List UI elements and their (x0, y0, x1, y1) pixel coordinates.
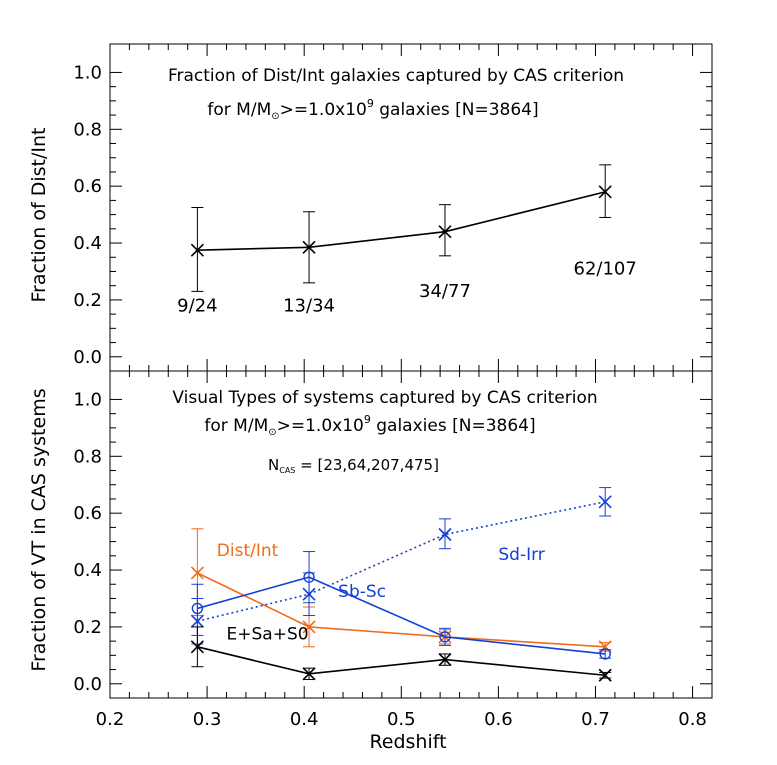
bottom-x-ticks: 0.2 0.3 0.4 0.5 0.6 0.7 0.8 (96, 371, 707, 730)
count-annotation: 34/77 (419, 281, 471, 302)
top-x-ticks (109, 44, 694, 371)
series-label-sd-irr: Sd-Irr (498, 545, 544, 565)
x-tick-label: 0.7 (581, 709, 610, 730)
bottom-xlabel: Redshift (369, 731, 446, 753)
e-sa-s0-point-stroke (598, 668, 612, 682)
bottom-subtitle: for M/M⊙>=1.0x109 galaxies [N=3864] (204, 413, 535, 438)
ncas-label: NCAS = [23,64,207,475] (268, 456, 439, 475)
top-subtitle: for M/M⊙>=1.0x109 galaxies [N=3864] (207, 97, 538, 122)
top-series-point (598, 185, 612, 199)
series-label-e-sa-s0: E+Sa+S0 (227, 625, 309, 645)
sd-irr-line (197, 501, 606, 623)
solar-symbol: ⊙ (271, 111, 279, 122)
bottom-subtitle-exp: 9 (364, 413, 371, 426)
x-tick-label: 0.4 (290, 709, 319, 730)
e-sa-s0-point (302, 667, 316, 681)
dist-int-point-stroke (190, 566, 204, 580)
bottom-subtitle-suffix: galaxies [N=3864] (371, 416, 536, 436)
x-tick-label: 0.2 (96, 709, 125, 730)
e-sa-s0-point-stroke (438, 653, 452, 667)
count-annotation: 62/107 (574, 258, 637, 279)
bottom-y-ticks: 0.0 0.2 0.4 0.6 0.8 1.0 (73, 389, 712, 695)
bottom-ytick-label: 0.8 (73, 446, 102, 467)
bottom-ylabel: Fraction of VT in CAS systems (28, 388, 50, 671)
sd-irr-point-stroke (190, 614, 204, 628)
top-series-point (190, 243, 204, 257)
series-label-sb-sc: Sb-Sc (338, 582, 386, 602)
top-ytick-label: 0.8 (73, 119, 102, 140)
sd-irr-point-stroke (598, 495, 612, 509)
bottom-series (190, 487, 612, 682)
bottom-plot-frame (109, 370, 713, 699)
bottom-ytick-label: 0.6 (73, 503, 102, 524)
dist-int-point-stroke (302, 620, 316, 634)
e-sa-s0-line (197, 646, 606, 677)
e-sa-s0-point-stroke (190, 640, 204, 654)
top-ylabel: Fraction of Dist/Int (28, 128, 50, 303)
sd-irr-point (190, 614, 204, 628)
sd-irr-point (598, 495, 612, 509)
x-tick-label: 0.3 (193, 709, 222, 730)
top-title: Fraction of Dist/Int galaxies captured b… (168, 66, 624, 86)
dist-int-point (302, 620, 316, 634)
top-series-point (438, 225, 452, 239)
sd-irr-point-stroke (302, 587, 316, 601)
top-subtitle-suffix: galaxies [N=3864] (374, 100, 539, 120)
bottom-ytick-label: 0.4 (73, 560, 102, 581)
top-panel: 0.00.20.40.60.81.0 9/24 13/3434/7762/107 … (28, 43, 713, 372)
top-ytick-label: 0.6 (73, 176, 102, 197)
ncas-values: = [23,64,207,475] (295, 456, 439, 474)
sb-sc-line (197, 576, 606, 655)
e-sa-s0-point (598, 668, 612, 682)
top-annotations: 9/24 13/34 34/77 62/107 (177, 258, 637, 316)
top-series-point-stroke (190, 243, 204, 257)
top-subtitle-mid: >=1.0x10 (280, 100, 367, 120)
dist-int-point (190, 566, 204, 580)
e-sa-s0-point (190, 640, 204, 654)
e-sa-s0-point-stroke (302, 667, 316, 681)
top-ytick-label: 0.2 (73, 290, 102, 311)
top-subtitle-exp: 9 (367, 97, 374, 110)
sd-irr-point (302, 587, 316, 601)
bottom-ytick-label: 1.0 (73, 389, 102, 410)
sd-irr-point (438, 527, 452, 542)
top-series-line (197, 191, 606, 251)
e-sa-s0-point (438, 653, 452, 667)
top-series (190, 164, 612, 292)
ncas-sub: CAS (279, 466, 295, 475)
sb-sc-point (439, 631, 451, 643)
count-annotation: 13/34 (283, 295, 335, 316)
bottom-panel: 0.0 0.2 0.4 0.6 0.8 1.0 0.2 0.3 0.4 0.5 0.6 0.7 0.8… (28, 370, 713, 753)
bottom-title: Visual Types of systems captured by CAS … (172, 388, 597, 408)
bottom-subtitle-mid: >=1.0x10 (277, 416, 364, 436)
x-tick-label: 0.6 (484, 709, 513, 730)
sd-irr-point-stroke (438, 527, 452, 542)
ncas-prefix: N (268, 456, 279, 474)
top-series-point-stroke (438, 225, 452, 239)
solar-symbol: ⊙ (268, 427, 276, 438)
bottom-subtitle-prefix: for M/M (204, 416, 268, 436)
top-ytick-label: 0.0 (73, 347, 102, 368)
top-subtitle-prefix: for M/M (207, 100, 271, 120)
top-series-point-stroke (302, 240, 316, 254)
series-label-dist-int: Dist/Int (217, 541, 279, 561)
top-y-ticks: 0.0 0.2 0.4 0.6 0.8 1.0 (73, 62, 712, 368)
count-annotation: 9/24 (177, 295, 217, 316)
bottom-ytick-label: 0.2 (73, 617, 102, 638)
dist-int-line (197, 572, 606, 648)
top-ytick-label: 0.4 (73, 233, 102, 254)
top-series-point-stroke (598, 185, 612, 199)
sb-sc-point (599, 648, 611, 660)
bottom-ytick-label: 0.0 (73, 674, 102, 695)
bottom-series-labels: Dist/Int Sb-Sc Sd-Irr E+Sa+S0 (217, 541, 545, 645)
x-tick-label: 0.8 (678, 709, 707, 730)
top-ytick-label: 1.0 (73, 62, 102, 83)
x-tick-label: 0.5 (387, 709, 416, 730)
top-series-point (302, 240, 316, 254)
